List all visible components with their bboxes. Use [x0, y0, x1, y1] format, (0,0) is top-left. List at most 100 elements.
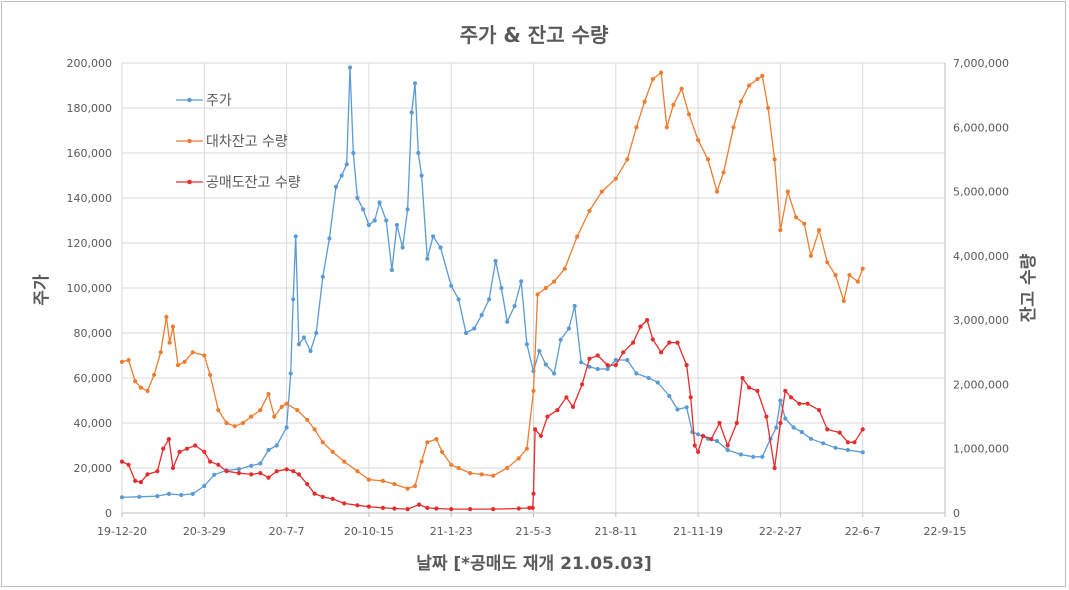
data-point — [434, 437, 439, 442]
data-point — [808, 436, 814, 441]
data-point — [799, 429, 804, 435]
data-point — [380, 505, 385, 510]
data-point — [431, 234, 436, 239]
chart-title: 주가 & 잔고 수량 — [460, 23, 609, 47]
data-point — [216, 462, 221, 467]
data-point — [274, 443, 279, 448]
x-tick-label: 22-2-27 — [759, 525, 802, 538]
data-point — [717, 420, 722, 426]
data-point — [747, 83, 752, 88]
data-point — [155, 469, 160, 474]
y-right-tick-label: 5,000,000 — [953, 186, 1009, 199]
data-point — [425, 256, 430, 261]
data-point — [599, 189, 604, 194]
series-1 — [119, 65, 865, 500]
data-point — [675, 407, 680, 412]
data-point — [296, 342, 301, 347]
data-point — [377, 200, 382, 205]
data-point — [119, 495, 125, 500]
data-point — [580, 382, 585, 387]
y-left-tick-label: 180,000 — [67, 102, 113, 115]
data-point — [764, 414, 769, 419]
data-point — [783, 416, 788, 421]
y-right-tick-label: 0 — [953, 507, 960, 520]
data-point — [380, 478, 385, 483]
data-point — [774, 425, 779, 430]
data-point — [692, 443, 697, 448]
data-point — [394, 222, 399, 228]
data-point — [821, 441, 826, 446]
data-point — [642, 99, 647, 104]
legend-label: 주가 — [206, 93, 232, 109]
data-point — [272, 414, 277, 419]
data-point — [783, 388, 788, 393]
data-point — [342, 501, 347, 506]
data-point — [631, 340, 636, 345]
data-point — [714, 438, 720, 444]
y-left-tick-label: 120,000 — [67, 237, 113, 250]
data-point — [438, 245, 443, 250]
data-point — [167, 340, 172, 345]
data-point — [138, 385, 143, 390]
series-group — [119, 65, 865, 512]
data-point — [524, 342, 530, 347]
data-point — [516, 506, 521, 511]
data-point — [646, 375, 651, 381]
data-point — [731, 125, 736, 130]
data-point — [425, 505, 430, 510]
data-point — [170, 324, 176, 329]
data-point — [686, 112, 692, 117]
data-point — [456, 465, 461, 471]
data-point — [860, 450, 865, 455]
data-point — [638, 324, 643, 329]
data-point — [516, 456, 521, 461]
data-point — [533, 427, 538, 432]
data-point — [837, 430, 842, 435]
data-point — [224, 469, 229, 474]
data-point — [519, 279, 524, 284]
data-point — [575, 234, 580, 239]
data-point — [679, 86, 684, 91]
data-point — [487, 297, 492, 302]
data-point — [650, 77, 655, 82]
data-point — [700, 433, 706, 438]
data-point — [491, 473, 496, 478]
data-point — [327, 236, 332, 241]
data-point — [860, 266, 865, 271]
data-point — [696, 449, 701, 454]
data-point — [621, 350, 626, 355]
data-point — [449, 507, 454, 512]
data-point — [595, 366, 600, 372]
legend-label: 공매도잔고 수량 — [206, 175, 301, 191]
data-point — [202, 353, 207, 358]
data-point — [333, 184, 339, 189]
data-point — [667, 340, 672, 345]
data-point — [308, 348, 313, 354]
data-point — [284, 401, 289, 406]
data-point — [392, 506, 397, 511]
data-point — [312, 491, 317, 496]
data-point — [527, 505, 532, 510]
data-point — [258, 471, 263, 476]
data-point — [291, 297, 296, 302]
plot-area — [121, 63, 946, 514]
x-tick-label: 21-1-23 — [430, 525, 473, 538]
data-point — [288, 371, 293, 376]
data-point — [664, 125, 669, 130]
data-point — [860, 427, 865, 432]
data-point — [419, 173, 424, 178]
data-point — [193, 443, 198, 448]
data-point — [190, 350, 195, 355]
data-point — [613, 357, 618, 363]
data-point — [785, 189, 790, 194]
data-point — [535, 292, 540, 297]
x-tick-label: 21-8-11 — [594, 525, 637, 538]
data-point — [479, 312, 484, 318]
y-right-axis-title: 잔고 수량 — [1019, 253, 1039, 322]
data-point — [468, 507, 473, 512]
data-point — [709, 437, 714, 442]
data-point — [538, 433, 544, 438]
data-point — [852, 440, 857, 445]
